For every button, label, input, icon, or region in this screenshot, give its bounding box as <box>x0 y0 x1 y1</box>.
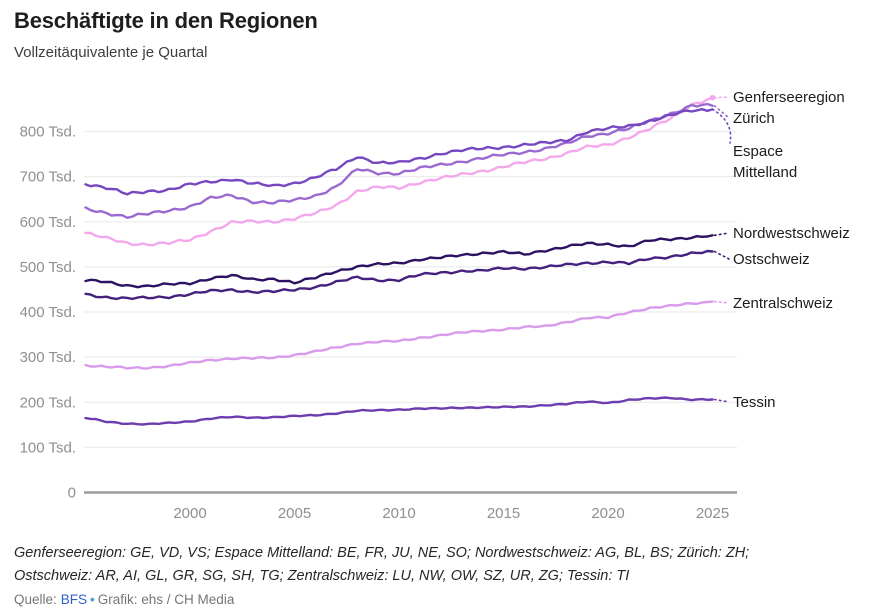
series-label-z-rich: Zürich <box>733 110 775 127</box>
series-line-espace-mittelland <box>84 108 714 196</box>
series-line-zentralschweiz <box>84 300 714 370</box>
y-axis-tick-label: 700 Tsd. <box>20 169 76 186</box>
series-line-genferseeregion <box>84 96 714 247</box>
line-chart: 800 Tsd. 700 Tsd. 600 Tsd. 500 Tsd. 400 Tsd.… <box>20 89 850 522</box>
y-axis-tick-label: 400 Tsd. <box>20 304 76 321</box>
y-axis-tick-label: 600 Tsd. <box>20 214 76 231</box>
series-label-nordwestschweiz: Nordwestschweiz <box>733 225 850 242</box>
x-axis-tick-label: 2015 <box>487 505 520 522</box>
series-label-tessin: Tessin <box>733 394 776 411</box>
series-line-tessin <box>84 396 714 426</box>
y-axis-tick-label: 300 Tsd. <box>20 349 76 366</box>
y-axis-tick-label: 200 Tsd. <box>20 394 76 411</box>
series-line-ostschweiz <box>84 249 714 301</box>
source-bullet: • <box>90 592 95 607</box>
series-line-z-rich <box>84 102 714 219</box>
x-axis-tick-label: 2010 <box>382 505 415 522</box>
y-axis-tick-label: 800 Tsd. <box>20 124 76 141</box>
source-line: Quelle: BFS • Grafik: ehs / CH Media <box>14 592 234 607</box>
x-axis-tick-label: 2025 <box>696 505 729 522</box>
y-axis-tick-label: 0 <box>68 485 76 502</box>
label-connector-tessin <box>713 398 730 403</box>
page-title: Beschäftigte in den Regionen <box>14 8 318 33</box>
x-axis-tick-label: 2005 <box>278 505 311 522</box>
label-connector-genferseeregion <box>713 96 730 99</box>
source-credit: Grafik: ehs / CH Media <box>97 592 235 607</box>
label-connector-zentralschweiz <box>713 300 730 304</box>
series-label-espace-mittelland: Espace <box>733 143 783 160</box>
label-connector-espace-mittelland <box>711 108 732 144</box>
y-axis-tick-label: 500 Tsd. <box>20 259 76 276</box>
label-connector-ostschweiz <box>713 250 730 260</box>
x-axis-tick-label: 2000 <box>173 505 206 522</box>
footnote-line-1: Genferseeregion: GE, VD, VS; Espace Mitt… <box>14 545 750 561</box>
label-connector-z-rich <box>713 105 730 119</box>
series-label-espace-mittelland: Mittelland <box>733 164 797 181</box>
series-label-zentralschweiz: Zentralschweiz <box>733 295 833 312</box>
bfs-link[interactable]: BFS <box>60 592 88 607</box>
chart-subtitle: Vollzeitäquivalente je Quartal <box>14 44 208 61</box>
x-axis-tick-label: 2020 <box>591 505 624 522</box>
series-line-nordwestschweiz <box>84 234 714 289</box>
series-label-ostschweiz: Ostschweiz <box>733 251 810 268</box>
footnote-line-2: Ostschweiz: AR, AI, GL, GR, SG, SH, TG; … <box>14 568 630 584</box>
y-axis-tick-label: 100 Tsd. <box>20 439 76 456</box>
line-end-dot <box>709 94 716 101</box>
series-label-genferseeregion: Genferseeregion <box>733 89 845 106</box>
label-connector-nordwestschweiz <box>713 232 730 237</box>
chart-footnote: Genferseeregion: GE, VD, VS; Espace Mitt… <box>14 542 864 588</box>
source-prefix: Quelle: <box>14 592 57 607</box>
